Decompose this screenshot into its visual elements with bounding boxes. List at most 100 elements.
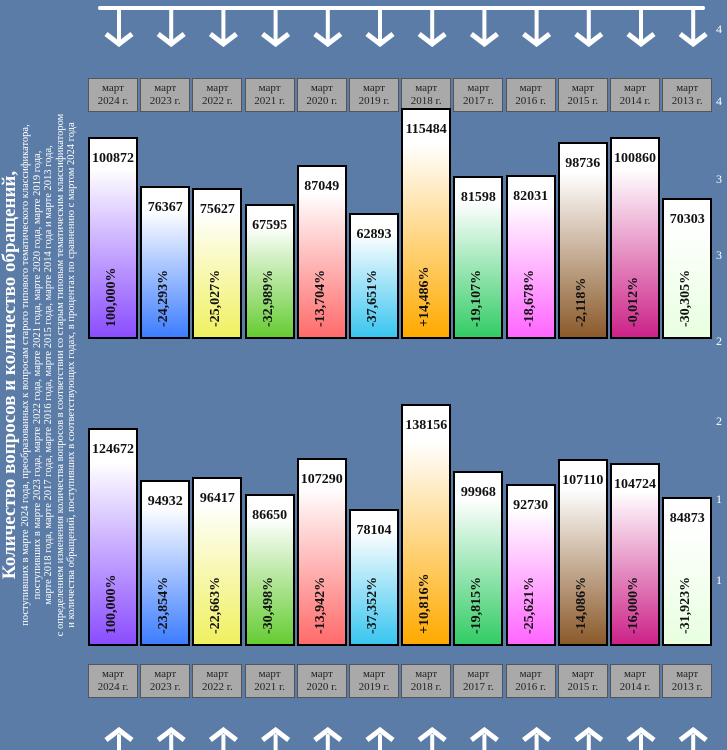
bottom-bar-1 [140,479,191,646]
bottom-month-9: март 2015 г. [557,664,608,698]
top-arrow-head-10 [626,32,656,48]
edge-number-7: 1 [716,573,722,587]
bottom-month-label: март [519,668,542,680]
edge-number-3: 3 [716,248,722,262]
edge-number-4: 2 [716,334,722,348]
bottom-percent-label-11: -31,923% [678,576,694,634]
bottom-value-label-0: 124672 [92,441,134,457]
bottom-month-label: март [676,668,699,680]
bottom-bar-5 [349,509,399,646]
top-bar-7 [453,175,504,339]
bottom-arrow-head-6 [417,726,447,742]
top-bar-2 [192,187,243,339]
bottom-month-8: март 2016 г. [505,664,556,698]
top-value-label-5: 62893 [356,227,392,243]
bottom-month-year: 2016 г. [515,681,546,693]
top-value-label-0: 100872 [92,151,134,167]
bottom-value-label-4: 107290 [300,472,343,488]
bottom-percent-label-2: -22,663% [208,576,224,634]
bottom-month-6: март 2018 г. [401,664,452,698]
top-month-label: март [624,82,646,94]
top-month-year: 2020 г. [306,95,338,107]
bottom-value-label-2: 96417 [199,491,235,507]
bottom-value-label-1: 94932 [147,493,183,509]
side-line-4: с определением изменения количества вопр… [54,113,66,637]
top-month-year: 2023 г. [149,95,181,107]
bottom-bar-11 [662,497,713,646]
top-value-label-1: 76367 [147,200,183,216]
bottom-month-label: март [154,668,177,680]
side-line-2: поступивших в марте 2023 года, марте 202… [31,150,43,600]
bottom-month-year: 2015 г. [567,681,599,693]
bottom-month-label: март [258,668,281,680]
top-arrow-head-11 [678,32,708,48]
top-month-11: март 2013 г. [662,78,713,112]
top-percent-label-0: 100,000% [104,267,119,328]
top-percent-label-6: +14,486% [417,266,433,327]
top-arrow-head-7 [469,32,499,48]
top-bar-8 [505,174,556,339]
bottom-arrow-head-4 [313,726,343,742]
bottom-arrow-head-1 [156,726,186,742]
bottom-percent-label-3: -30,498% [260,576,276,634]
top-value-label-4: 87049 [304,178,340,194]
top-month-label: март [102,82,124,94]
side-line-5: и количества обращений, поступивших в со… [66,122,77,628]
top-month-year: 2017 г. [463,95,494,107]
top-percent-label-2: -25,027% [208,269,224,327]
top-month-year: 2021 г. [254,95,285,107]
bottom-month-2: март 2022 г. [192,664,243,698]
side-line-1: поступивших в марте 2024 года, преобразо… [20,124,31,626]
bottom-percent-label-4: -13,942% [312,576,328,634]
top-arrow-head-9 [574,32,604,48]
bottom-value-label-9: 107110 [562,472,604,488]
bottom-month-year: 2018 г. [410,681,442,693]
bottom-percent-label-6: +10,816% [417,573,433,634]
bottom-month-year: 2024 г. [97,681,129,693]
bottom-percent-label-0: 100,000% [104,574,119,635]
top-percent-label-5: -37,651% [365,269,380,327]
top-month-year: 2022 г. [202,95,233,107]
top-percent-label-4: -13,704% [312,269,328,327]
top-percent-label-8: -18,678% [521,269,537,327]
top-arrow-head-3 [261,32,291,48]
bottom-month-11: март 2013 г. [662,664,713,698]
top-bar-5 [349,213,399,339]
edge-number-5: 2 [716,414,722,428]
top-percent-label-11: -30,305% [678,269,694,327]
top-value-label-11: 70303 [669,212,705,228]
top-percent-label-7: -19,107% [469,269,485,327]
top-arrow-head-1 [156,32,186,48]
top-month-label: март [519,82,542,94]
top-month-label: март [415,82,438,94]
top-month-0: март 2024 г. [88,78,138,112]
edge-number-0: 4 [716,22,722,36]
side-caption: Количество вопросов и количество обращен… [0,0,86,750]
top-bar-9 [557,141,608,339]
bottom-arrow-head-7 [469,726,499,742]
bottom-bar-7 [453,471,504,646]
bottom-month-label: март [206,668,229,680]
edge-number-2: 3 [716,172,722,186]
top-bar-11 [662,198,713,339]
bottom-arrow-head-11 [678,726,708,742]
bottom-bar-2 [192,477,243,646]
top-month-year: 2024 г. [97,95,129,107]
bottom-arrow-head-9 [574,726,604,742]
bottom-percent-label-10: -16,000% [626,576,641,634]
bottom-value-label-8: 92730 [513,497,549,513]
bottom-arrow-head-2 [208,726,238,742]
bottom-bar-0 [88,427,138,646]
top-month-label: март [310,82,333,94]
top-month-7: март 2017 г. [453,78,504,112]
bottom-month-year: 2014 г. [619,681,651,693]
bottom-bar-8 [505,483,556,646]
bottom-arrow-head-0 [104,726,134,742]
bottom-arrow-head-8 [522,726,552,742]
top-month-6: март 2018 г. [401,78,452,112]
bottom-month-0: март 2024 г. [88,664,138,698]
top-month-3: март 2021 г. [244,78,295,112]
bottom-month-year: 2020 г. [306,681,338,693]
